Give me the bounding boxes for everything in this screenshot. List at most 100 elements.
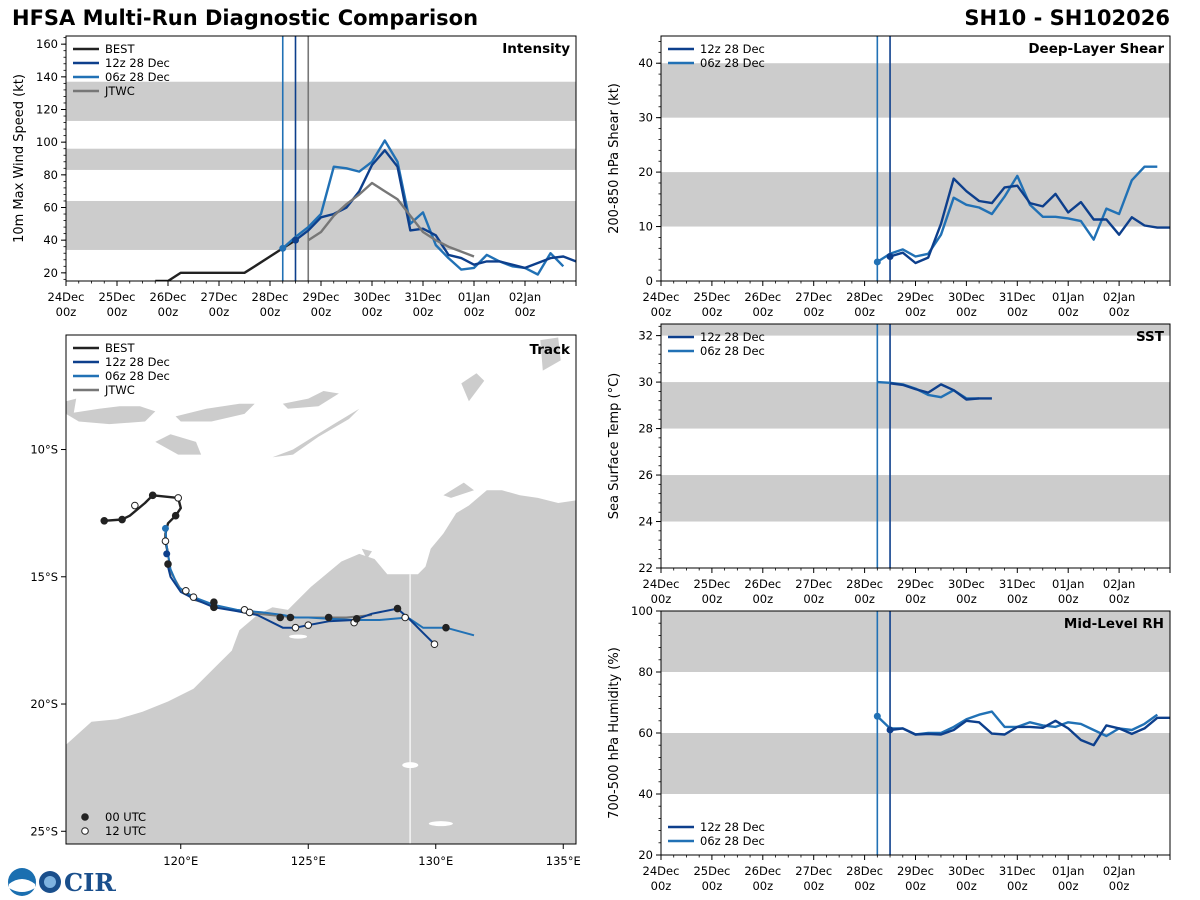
track-point xyxy=(291,623,300,632)
sst-xtick-hour: 00z xyxy=(651,592,672,606)
track-point xyxy=(430,640,439,649)
track-chart: 120°E 125°E 130°E 135°E 10°S 15°S 20°S 25°S Trac… xyxy=(30,334,581,868)
rh-xtick-hour: 00z xyxy=(854,879,875,893)
rh-xtick-day: 27Dec xyxy=(795,864,832,878)
track-start-marker-1 xyxy=(163,550,171,558)
rh-xtick-day: 31Dec xyxy=(999,864,1036,878)
track-point xyxy=(171,511,180,520)
sst-xtick-day: 30Dec xyxy=(948,577,985,591)
land-shape-5 xyxy=(66,398,77,414)
shear-series-group xyxy=(876,165,1170,265)
rh-ytick-label: 60 xyxy=(638,726,653,740)
shear-xtick-day: 30Dec xyxy=(948,290,985,304)
sst-ytick-label: 22 xyxy=(638,561,653,575)
cira-logo-text: CIRA xyxy=(64,868,116,897)
track-point xyxy=(442,623,450,632)
intensity-xtick-day: 30Dec xyxy=(354,290,391,304)
shear-xtick-hour: 00z xyxy=(803,305,824,319)
track-ytick-label: 15°S xyxy=(30,570,58,584)
rh-start-marker-1 xyxy=(886,726,894,734)
rh-ytick-label: 20 xyxy=(638,848,653,862)
track-legend-label-best: BEST xyxy=(105,341,135,355)
track-point xyxy=(164,560,172,568)
intensity-xtick-day: 28Dec xyxy=(252,290,289,304)
shear-xtick-hour: 00z xyxy=(752,305,773,319)
shear-xtick-hour: 00z xyxy=(651,305,672,319)
shear-ylabel: 200-850 hPa Shear (kt) xyxy=(607,83,622,234)
shear-xtick-hour: 00z xyxy=(905,305,926,319)
track-line-best xyxy=(104,494,183,555)
rh-xtick-day: 29Dec xyxy=(897,864,934,878)
track-legend-label-run06: 06z 28 Dec xyxy=(105,369,170,383)
sst-legend-label-run06: 06z 28 Dec xyxy=(700,344,765,358)
rh-xtick-day: 25Dec xyxy=(693,864,730,878)
sst-band-0 xyxy=(661,475,1170,522)
rh-ylabel: 700-500 hPa Humidity (%) xyxy=(607,647,622,819)
rh-chart: 2040608010024Dec00z25Dec00z26Dec00z27Dec… xyxy=(607,604,1171,893)
track-marker-legend-label: 12 UTC xyxy=(105,824,146,838)
storm-id: SH10 - SH102026 xyxy=(964,6,1170,30)
shear-band-1 xyxy=(661,63,1170,118)
sst-xtick-day: 27Dec xyxy=(795,577,832,591)
state-border-line xyxy=(409,574,411,844)
intensity-xtick-hour: 00z xyxy=(413,305,434,319)
shear-legend-label-run12: 12z 28 Dec xyxy=(700,42,765,56)
shear-xtick-day: 24Dec xyxy=(643,290,680,304)
sst-xtick-hour: 00z xyxy=(1007,592,1028,606)
shear-ytick-label: 20 xyxy=(638,165,653,179)
shear-title: Deep-Layer Shear xyxy=(1028,41,1164,57)
track-frame xyxy=(65,334,577,845)
shear-start-marker-1 xyxy=(886,253,894,260)
sst-xtick-day: 28Dec xyxy=(846,577,883,591)
shear-xtick-hour: 00z xyxy=(956,305,977,319)
intensity-xtick-hour: 00z xyxy=(158,305,179,319)
intensity-xtick-hour: 00z xyxy=(107,305,128,319)
intensity-xtick-hour: 00z xyxy=(464,305,485,319)
intensity-ytick-label: 40 xyxy=(43,233,58,247)
intensity-band-0 xyxy=(66,200,576,250)
lake-shape xyxy=(402,762,419,769)
track-point xyxy=(352,614,361,623)
rh-ytick-label: 80 xyxy=(638,665,653,679)
intensity-series-group xyxy=(155,139,576,281)
intensity-xtick-day: 24Dec xyxy=(48,290,85,304)
track-ytick-label: 25°S xyxy=(30,824,58,838)
rh-xtick-day: 26Dec xyxy=(744,864,781,878)
track-xtick-label: 135°E xyxy=(546,854,581,868)
intensity-xtick-hour: 00z xyxy=(56,305,77,319)
intensity-legend-label-best: BEST xyxy=(105,42,135,56)
land-shape-9 xyxy=(443,482,474,498)
sst-ytick-label: 26 xyxy=(638,468,653,482)
noaa-logo-icon: CIRA xyxy=(8,868,116,897)
intensity-band-1 xyxy=(66,148,576,170)
rh-ytick-label: 40 xyxy=(638,787,653,801)
intensity-xtick-hour: 00z xyxy=(209,305,230,319)
intensity-xtick-hour: 00z xyxy=(515,305,536,319)
intensity-line-run12 xyxy=(294,149,576,270)
rh-xtick-hour: 00z xyxy=(1109,879,1130,893)
sst-title: SST xyxy=(1136,329,1165,345)
sst-xtick-day: 31Dec xyxy=(999,577,1036,591)
shear-ytick-label: 10 xyxy=(638,220,653,234)
shear-ytick-label: 30 xyxy=(638,111,653,125)
sst-xtick-day: 25Dec xyxy=(693,577,730,591)
intensity-xtick-hour: 00z xyxy=(311,305,332,319)
sst-ytick-label: 30 xyxy=(638,375,653,389)
sst-series-group xyxy=(877,380,992,401)
rh-line-run06 xyxy=(876,710,1159,738)
land-shape-7 xyxy=(461,373,485,402)
sst-legend-label-run12: 12z 28 Dec xyxy=(700,330,765,344)
intensity-xtick-day: 31Dec xyxy=(405,290,442,304)
shear-band-0 xyxy=(661,172,1170,227)
land-shape-3 xyxy=(175,403,255,422)
intensity-legend-label-jtwc: JTWC xyxy=(104,84,135,98)
rh-band-0 xyxy=(661,733,1170,794)
sst-xtick-hour: 00z xyxy=(702,592,723,606)
sst-xtick-hour: 00z xyxy=(956,592,977,606)
track-point xyxy=(286,613,295,622)
sst-xtick-hour: 00z xyxy=(752,592,773,606)
intensity-legend-label-run12: 12z 28 Dec xyxy=(105,56,170,70)
intensity-ytick-label: 80 xyxy=(43,168,58,182)
rh-start-marker-0 xyxy=(873,712,881,720)
